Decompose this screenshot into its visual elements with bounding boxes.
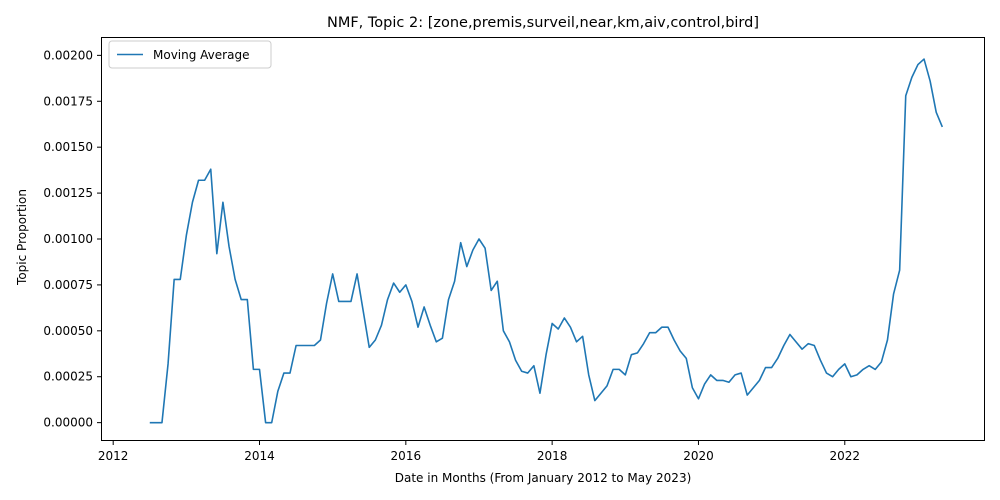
x-tick-label: 2014 bbox=[244, 449, 275, 463]
x-tick-label: 2016 bbox=[391, 449, 422, 463]
x-tick-label: 2022 bbox=[830, 449, 861, 463]
x-tick-label: 2020 bbox=[683, 449, 714, 463]
y-tick-label: 0.00125 bbox=[43, 186, 93, 200]
legend-box bbox=[108, 40, 272, 69]
y-tick-label: 0.00150 bbox=[43, 140, 93, 154]
series-layer bbox=[149, 58, 944, 424]
chart-title: NMF, Topic 2: [zone,premis,surveil,near,… bbox=[327, 15, 759, 31]
x-tick-label: 2018 bbox=[537, 449, 568, 463]
legend-label: Moving Average bbox=[153, 48, 249, 62]
y-tick-label: 0.00075 bbox=[43, 278, 93, 292]
legend: Moving Average bbox=[108, 40, 272, 69]
plot-area bbox=[101, 37, 985, 441]
y-tick-label: 0.00100 bbox=[43, 232, 93, 246]
y-tick-label: 0.00175 bbox=[43, 94, 93, 108]
y-axis: 0.00000 0.00025 0.00050 0.00075 0.00100 0.001… bbox=[43, 48, 101, 430]
y-tick-label: 0.00025 bbox=[43, 370, 93, 384]
plot-frame bbox=[101, 37, 985, 441]
series-line-moving-average bbox=[149, 58, 944, 424]
x-tick-label: 2012 bbox=[98, 449, 129, 463]
y-tick-label: 0.00000 bbox=[43, 416, 93, 430]
x-axis-label: Date in Months (From January 2012 to May… bbox=[395, 471, 692, 485]
x-axis: 2012 2014 2016 2018 2020 2022 bbox=[98, 441, 860, 463]
y-tick-label: 0.00200 bbox=[43, 48, 93, 62]
y-axis-label: Topic Proportion bbox=[15, 189, 29, 286]
y-tick-label: 0.00050 bbox=[43, 324, 93, 338]
